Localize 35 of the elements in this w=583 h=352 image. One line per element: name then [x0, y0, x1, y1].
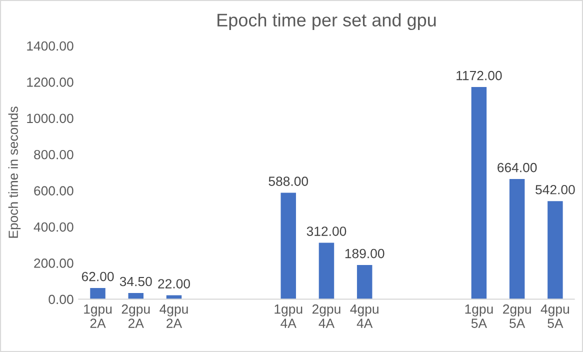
- y-tick-label: 1200.00: [27, 78, 74, 87]
- bar: [548, 201, 563, 300]
- bar: [356, 264, 372, 300]
- data-label: 22.00: [158, 279, 190, 288]
- data-label: 62.00: [82, 272, 114, 282]
- data-label: 542.00: [536, 184, 575, 194]
- y-tick-label: 0.00: [48, 294, 74, 304]
- y-tick-label: 200.00: [34, 258, 74, 268]
- x-tick-label: 1gpu 2A: [84, 304, 112, 328]
- x-tick-label: 2gpu 5A: [503, 304, 531, 328]
- bar: [471, 87, 487, 300]
- x-tick-label: 4gpu 5A: [540, 304, 569, 328]
- x-tick-label: 2gpu 2A: [122, 304, 150, 328]
- y-tick-label: 600.00: [34, 186, 74, 196]
- bar: [509, 178, 525, 300]
- data-label: 588.00: [268, 176, 308, 186]
- y-tick-label: 800.00: [34, 150, 74, 160]
- bar: [318, 242, 334, 300]
- x-tick-label: 2gpu 4A: [312, 304, 340, 328]
- chart-title: Epoch time per set and gpu: [218, 13, 436, 30]
- bar: [90, 288, 106, 300]
- data-label: 312.00: [306, 226, 346, 236]
- data-label: 189.00: [345, 248, 384, 258]
- data-label: 34.50: [120, 276, 152, 286]
- y-axis-title: Epoch time in seconds: [8, 106, 21, 238]
- y-tick-label: 1000.00: [27, 114, 74, 124]
- data-label: 664.00: [498, 162, 537, 172]
- y-tick-label: 400.00: [34, 222, 74, 232]
- bar: [280, 192, 296, 300]
- x-tick-label: 4gpu 4A: [350, 304, 378, 328]
- x-tick-label: 4gpu 2A: [160, 304, 188, 328]
- data-label: 1172.00: [456, 70, 502, 80]
- x-tick-label: 1gpu 4A: [274, 304, 302, 328]
- y-tick-label: 1400.00: [27, 41, 74, 51]
- x-tick-label: 1gpu 5A: [465, 304, 493, 328]
